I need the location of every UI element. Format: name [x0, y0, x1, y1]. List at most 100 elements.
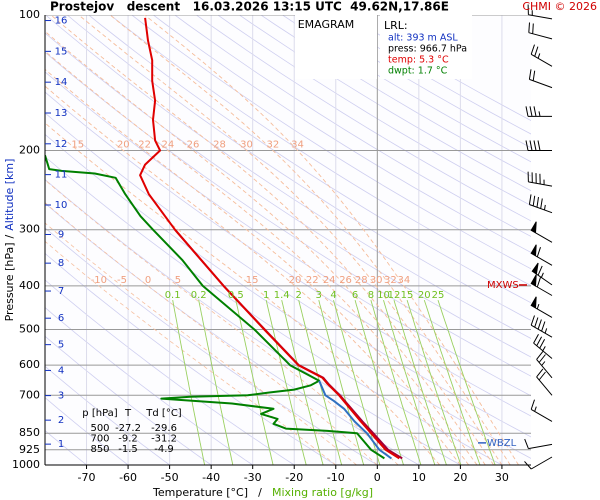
pseudo-adiabat-label: 30: [370, 275, 383, 286]
mixing-ratio-label: 12: [388, 290, 401, 301]
wind-barb: [536, 368, 553, 396]
pseudo-adiabat-label: 26: [339, 275, 352, 286]
pseudo-adiabat-label: 15: [246, 275, 259, 286]
dry-adiabat: [109, 15, 531, 287]
mixing-ratio-label: 25: [432, 290, 445, 301]
table-cell: -29.6: [151, 423, 177, 434]
y-axis-label-separator: /: [3, 234, 16, 238]
legend-box: [295, 15, 377, 79]
pseudo-adiabat-label: 22: [306, 275, 319, 286]
dry-adiabat: [45, 227, 379, 465]
pseudo-adiabat-label: 24: [162, 139, 175, 150]
y-tick-label: 200: [19, 143, 40, 156]
wind-barb: [531, 262, 553, 286]
y2-axis-label: Altitude [km]: [3, 159, 16, 231]
x-tick-label: -50: [161, 471, 179, 484]
mixing-ratio-line: [393, 299, 447, 465]
x-tick-label: 10: [412, 471, 426, 484]
pseudo-adiabat-label: -10: [91, 275, 107, 286]
wind-barb: [536, 351, 553, 379]
mixing-ratio-line: [423, 299, 481, 465]
lrl-box: [380, 15, 472, 79]
chart-title: Prostejov descent 16.03.2026 13:15 UTC 4…: [50, 0, 449, 14]
mixing-ratio-label: 20: [418, 290, 431, 301]
profile-line: [45, 155, 385, 460]
plot-layer: [45, 15, 531, 465]
pseudo-adiabat-label: 20: [117, 139, 130, 150]
pseudo-adiabat-label: 15: [71, 139, 84, 150]
x-tick-label: -20: [285, 471, 303, 484]
wind-barb: [527, 171, 553, 187]
annotation-label: WBZL: [487, 438, 517, 449]
pseudo-adiabat-label: 26: [187, 139, 200, 150]
wind-barb: [530, 399, 553, 422]
dry-adiabat: [45, 306, 254, 465]
x2-axis-label: Mixing ratio [g/kg]: [272, 486, 373, 499]
mixing-ratio-label: 0.1: [165, 290, 181, 301]
table-cell: -31.2: [151, 434, 177, 445]
pseudo-adiabat-label: 22: [138, 139, 151, 150]
dry-adiabat: [45, 397, 129, 465]
pseudo-adiabat-label: 28: [355, 275, 368, 286]
table-header: p [hPa]: [82, 408, 117, 419]
pseudo-adiabat: [45, 85, 461, 465]
y-tick-label: 1000: [12, 458, 40, 471]
mixing-ratio-label: 15: [401, 290, 414, 301]
x-tick-label: -30: [244, 471, 262, 484]
x-tick-label: -10: [327, 471, 345, 484]
wind-barb: [530, 296, 553, 318]
mixing-ratio-line: [235, 300, 274, 465]
altitude-tick-label: 8: [58, 258, 64, 269]
wind-barb: [527, 4, 553, 20]
altitude-tick-label: 12: [55, 139, 68, 150]
lrl-line: press: 966.7 hPa: [388, 44, 467, 55]
mixing-ratio-label: 4: [330, 290, 336, 301]
y-tick-label: 500: [19, 323, 40, 336]
pseudo-adiabat-label: 0: [145, 275, 151, 286]
altitude-tick-label: 2: [58, 415, 64, 426]
pseudo-adiabat-label: 24: [323, 275, 336, 286]
wind-barb: [533, 333, 553, 359]
pseudo-adiabat: [45, 222, 357, 465]
mixing-ratio-line: [406, 299, 462, 465]
pseudo-adiabat: [50, 15, 494, 465]
dry-adiabat: [195, 15, 531, 222]
pseudo-adiabat: [45, 50, 478, 465]
mixing-ratio-label: 10: [377, 290, 390, 301]
altitude-tick-label: 9: [58, 229, 64, 240]
mixing-ratio-line: [354, 299, 404, 465]
pseudo-adiabat-label: 28: [213, 139, 226, 150]
mixing-ratio-label: 1.4: [274, 290, 290, 301]
pseudo-adiabat-label: 32: [267, 139, 280, 150]
mixing-ratio-line: [172, 300, 206, 465]
dry-adiabat: [131, 15, 531, 270]
pseudo-adiabat-label: 34: [397, 275, 410, 286]
altitude-tick-label: 10: [55, 200, 68, 211]
y-axis-label-group: Pressure [hPa] / Altitude [km]: [3, 159, 16, 322]
x-axis-label-separator: /: [258, 486, 262, 499]
wind-barb: [530, 315, 553, 338]
dry-adiabat: [66, 15, 531, 321]
mixing-ratio-label: 0.5: [228, 290, 244, 301]
x-tick-label: 0: [374, 471, 381, 484]
mixing-ratio-line: [198, 300, 234, 465]
mixing-ratio-line: [383, 299, 436, 465]
y-tick-label: 925: [19, 443, 40, 456]
pseudo-adiabat: [109, 15, 511, 465]
dry-adiabat: [45, 133, 531, 459]
altitude-tick-label: 15: [55, 46, 68, 57]
x-tick-label: -40: [202, 471, 220, 484]
pseudo-adiabat-label: 34: [291, 139, 304, 150]
mixing-ratio-line: [333, 299, 381, 465]
dry-adiabat: [45, 15, 531, 339]
dry-adiabat: [45, 112, 531, 438]
pseudo-adiabat: [45, 68, 470, 465]
mixing-ratio-line: [437, 299, 496, 465]
y-tick-label: 400: [19, 279, 40, 292]
dry-adiabat: [45, 279, 295, 465]
altitude-tick-label: 3: [58, 391, 64, 402]
mixing-ratio-label: 2: [295, 290, 301, 301]
x-tick-label: 20: [453, 471, 467, 484]
credit: CHMI © 2026: [522, 0, 597, 13]
altitude-tick-label: 13: [55, 108, 68, 119]
